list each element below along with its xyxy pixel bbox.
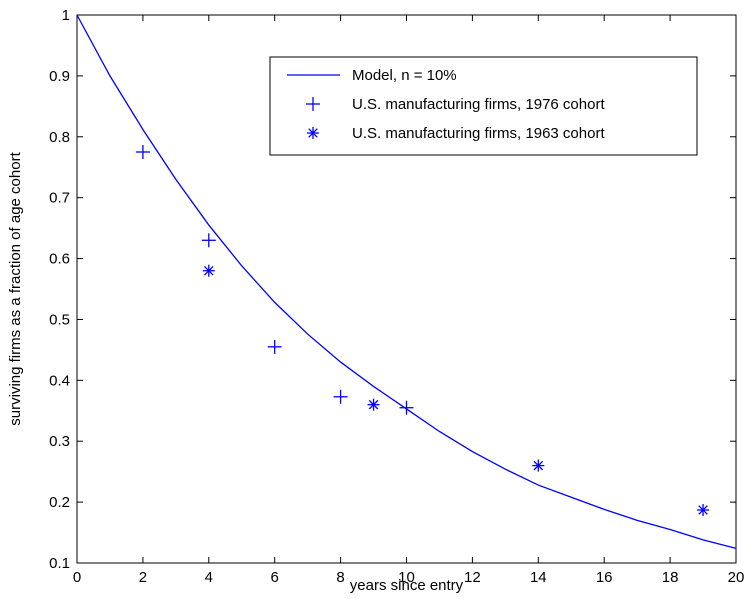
legend: Model, n = 10% U.S. manufacturing firms,… (269, 56, 698, 156)
x-axis-label: years since entry (350, 577, 464, 594)
x-tick-label: 16 (596, 569, 613, 586)
legend-label-model: Model, n = 10% (352, 67, 457, 84)
legend-label-1976: U.S. manufacturing firms, 1976 cohort (352, 96, 605, 113)
legend-label-1963: U.S. manufacturing firms, 1963 cohort (352, 125, 605, 142)
y-tick-label: 0.3 (49, 433, 70, 450)
data-point-1976 (267, 339, 282, 354)
x-tick-label: 8 (336, 569, 344, 586)
x-tick-label: 12 (464, 569, 481, 586)
y-tick-label: 0.6 (49, 251, 70, 268)
data-point-1963 (697, 504, 710, 517)
y-tick-label: 0.1 (49, 555, 70, 572)
data-point-1976 (399, 400, 414, 415)
data-point-1963 (532, 459, 545, 472)
data-point-1963 (202, 264, 215, 277)
x-tick-label: 0 (73, 569, 81, 586)
x-tick-label: 18 (662, 569, 679, 586)
y-axis-label: surviving firms as a fraction of age coh… (7, 151, 24, 425)
axis-ticks: 0 2 4 6 8 10 12 14 16 18 20 0.1 0.2 0.3 0.4 0.5 0.6 0.7 0.… (49, 7, 744, 586)
legend-box (269, 56, 698, 156)
x-tick-label: 2 (139, 569, 147, 586)
legend-plus-marker (306, 97, 320, 111)
asterisk-stroke (698, 505, 708, 515)
y-tick-label: 0.5 (49, 311, 70, 328)
y-tick-label: 0.9 (49, 68, 70, 85)
data-point-1976 (135, 145, 150, 159)
data-point-1976 (201, 233, 216, 248)
y-tick-label: 1 (62, 7, 70, 24)
data-point-1976 (333, 389, 348, 404)
asterisk-stroke (533, 460, 544, 471)
x-tick-label: 6 (271, 569, 279, 586)
asterisk-stroke (308, 128, 318, 138)
x-tick-label: 14 (530, 569, 547, 586)
y-tick-label: 0.8 (49, 129, 70, 146)
legend-plus-glyph (306, 97, 320, 111)
data-point-1963 (367, 398, 380, 411)
legend-asterisk-marker (307, 127, 319, 139)
asterisk-stroke (368, 399, 379, 410)
y-tick-label: 0.4 (49, 372, 70, 389)
series-layer (76, 14, 737, 550)
x-tick-label: 20 (728, 569, 745, 586)
x-tick-label: 10 (398, 569, 415, 586)
y-tick-label: 0.7 (49, 190, 70, 207)
asterisk-stroke (204, 265, 214, 276)
x-tick-label: 4 (205, 569, 213, 586)
y-tick-label: 0.2 (49, 494, 70, 511)
legend-asterisk-glyph (307, 127, 319, 139)
